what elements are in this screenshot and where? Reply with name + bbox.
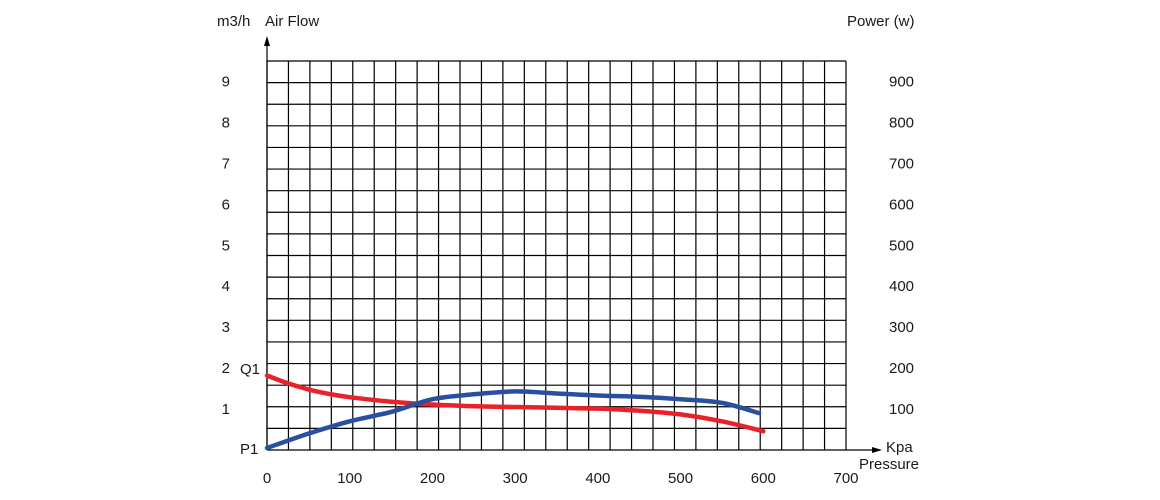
left-axis-tick-label: 8 xyxy=(222,114,230,131)
x-axis-tick-label: 100 xyxy=(337,470,362,487)
right-axis-tick-label: 900 xyxy=(889,73,914,90)
x-axis-arrow-head xyxy=(872,447,882,453)
x-axis-tick-label: 500 xyxy=(668,470,693,487)
left-axis-tick-label: 7 xyxy=(222,155,230,172)
chart-axes xyxy=(264,36,882,453)
right-axis-label: Power (w) xyxy=(847,13,915,30)
x-axis-tick-label: 300 xyxy=(503,470,528,487)
left-axis-tick-label: 4 xyxy=(222,278,230,295)
right-axis-tick-label: 700 xyxy=(889,155,914,172)
left-axis-tick-label: 2 xyxy=(222,360,230,377)
x-axis-unit: Kpa xyxy=(886,439,913,456)
x-axis-tick-label: 600 xyxy=(751,470,776,487)
x-axis-tick-label: 400 xyxy=(585,470,610,487)
left-axis-tick-label: 3 xyxy=(222,319,230,336)
right-axis-tick-label: 300 xyxy=(889,319,914,336)
series-label-p1: P1 xyxy=(240,441,258,458)
left-axis-tick-label: 9 xyxy=(222,73,230,90)
right-axis-tick-label: 400 xyxy=(889,278,914,295)
y-axis-arrow-head xyxy=(264,36,270,46)
left-axis-tick-label: 6 xyxy=(222,196,230,213)
left-axis-ticks: 1 2 3 4 5 6 7 8 9 xyxy=(222,73,230,418)
right-axis-tick-label: 600 xyxy=(889,196,914,213)
x-axis-label: Pressure xyxy=(859,456,919,473)
right-axis-tick-label: 200 xyxy=(889,360,914,377)
chart-grid xyxy=(266,60,847,451)
series-line-q1 xyxy=(264,373,766,434)
left-axis-label: Air Flow xyxy=(265,13,319,30)
series-line-p1 xyxy=(264,389,762,451)
right-axis-ticks: 100 200 300 400 500 600 700 800 900 xyxy=(889,73,914,418)
x-axis-tick-label: 0 xyxy=(263,470,271,487)
left-axis-tick-label: 5 xyxy=(222,237,230,254)
right-axis-tick-label: 100 xyxy=(889,401,914,418)
x-axis-tick-label: 700 xyxy=(833,470,858,487)
right-axis-tick-label: 800 xyxy=(889,114,914,131)
right-axis-tick-label: 500 xyxy=(889,237,914,254)
x-axis-tick-label: 200 xyxy=(420,470,445,487)
series-label-q1: Q1 xyxy=(240,361,260,378)
left-axis-unit: m3/h xyxy=(217,13,250,30)
left-axis-tick-label: 1 xyxy=(222,401,230,418)
x-axis-ticks: 0 100 200 300 400 500 600 700 xyxy=(263,470,859,487)
